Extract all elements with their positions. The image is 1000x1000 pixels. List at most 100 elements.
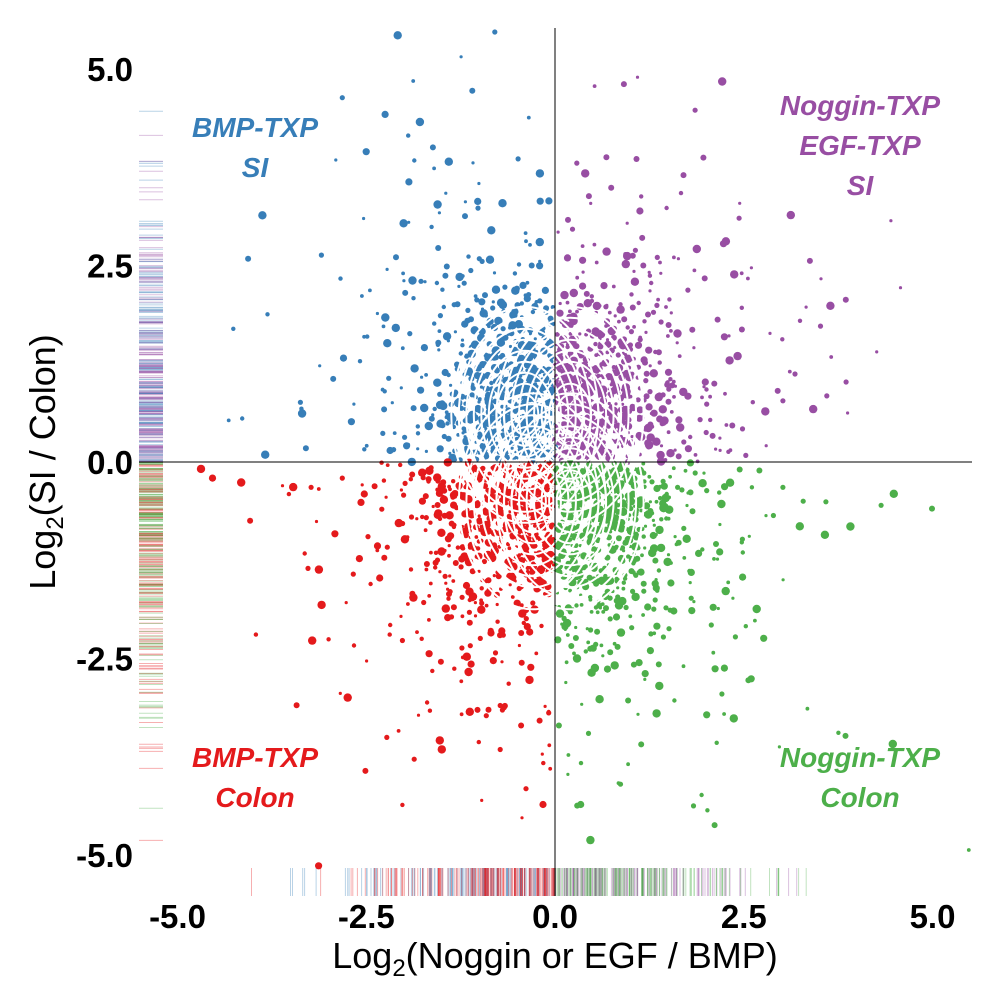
data-point-bmp_colon — [387, 632, 392, 637]
data-point-noggin_si — [592, 242, 597, 247]
data-point-bmp_colon — [418, 468, 427, 477]
data-point-noggin_colon — [601, 654, 605, 658]
data-point-bmp_colon — [492, 574, 496, 578]
data-point-noggin_si — [602, 247, 611, 256]
data-point-bmp_si — [368, 288, 372, 293]
data-point-noggin_si — [647, 273, 653, 278]
data-point-bmp_colon — [493, 514, 497, 518]
data-point-noggin_colon — [603, 665, 612, 673]
quadrant-label-noggin_si: EGF-TXP — [799, 130, 921, 161]
data-point-bmp_colon — [527, 663, 535, 671]
data-point-bmp_colon — [444, 604, 449, 610]
data-point-noggin_colon — [625, 697, 632, 704]
data-point-noggin_si — [656, 297, 660, 302]
data-point-bmp_si — [476, 406, 484, 414]
y-tick-label: 0.0 — [87, 444, 133, 481]
data-point-noggin_si — [675, 416, 683, 424]
data-point-bmp_si — [399, 386, 403, 390]
data-point-bmp_si — [441, 304, 446, 310]
data-point-noggin_colon — [566, 772, 570, 777]
data-point-bmp_si — [451, 302, 457, 308]
data-point-noggin_colon — [836, 730, 841, 735]
data-point-noggin_si — [565, 344, 570, 350]
data-point-noggin_colon — [555, 525, 563, 533]
data-point-noggin_colon — [610, 661, 619, 670]
data-point-bmp_si — [415, 431, 421, 436]
data-point-noggin_colon — [572, 635, 579, 641]
data-point-bmp_si — [442, 272, 449, 279]
data-point-noggin_si — [565, 300, 570, 305]
data-point-noggin_si — [719, 240, 728, 248]
data-point-noggin_si — [632, 247, 639, 253]
data-point-noggin_colon — [641, 670, 649, 678]
data-point-noggin_si — [645, 346, 653, 354]
data-point-bmp_colon — [425, 466, 434, 475]
data-point-noggin_si — [787, 369, 792, 374]
data-point-noggin_si — [562, 449, 567, 454]
data-point-noggin_si — [643, 393, 650, 400]
data-point-bmp_colon — [315, 862, 323, 870]
data-point-bmp_colon — [423, 528, 428, 533]
data-point-noggin_colon — [603, 574, 608, 578]
data-point-bmp_colon — [344, 601, 348, 605]
data-point-bmp_colon — [508, 572, 517, 582]
data-point-noggin_si — [560, 290, 569, 300]
data-point-bmp_si — [477, 397, 482, 402]
data-point-noggin_si — [598, 304, 602, 308]
data-point-noggin_si — [655, 349, 662, 356]
data-point-noggin_colon — [574, 625, 578, 630]
data-point-bmp_si — [543, 305, 550, 312]
data-point-bmp_si — [466, 254, 471, 259]
data-point-bmp_si — [432, 166, 436, 171]
data-point-bmp_colon — [289, 482, 298, 492]
data-point-bmp_si — [444, 191, 448, 195]
data-point-bmp_colon — [546, 484, 550, 488]
data-point-bmp_colon — [474, 535, 479, 539]
data-point-noggin_colon — [652, 597, 658, 603]
data-point-noggin_colon — [770, 512, 777, 519]
data-point-bmp_colon — [422, 493, 429, 500]
data-point-bmp_si — [515, 156, 521, 162]
data-point-noggin_si — [688, 434, 693, 440]
data-point-noggin_si — [600, 332, 604, 337]
data-point-bmp_colon — [479, 600, 485, 606]
data-point-bmp_colon — [399, 637, 405, 644]
data-point-noggin_colon — [568, 588, 572, 593]
data-point-bmp_si — [265, 312, 270, 317]
data-point-bmp_colon — [441, 494, 445, 498]
data-point-noggin_colon — [626, 762, 630, 767]
data-point-noggin_colon — [721, 483, 729, 491]
data-point-noggin_colon — [651, 518, 656, 523]
data-point-noggin_colon — [589, 610, 594, 614]
data-point-bmp_si — [391, 323, 400, 333]
data-point-bmp_si — [547, 315, 554, 322]
data-point-bmp_colon — [476, 504, 480, 508]
data-point-bmp_colon — [396, 729, 401, 733]
data-point-bmp_si — [468, 316, 474, 323]
data-point-noggin_si — [829, 355, 834, 359]
data-point-noggin_colon — [842, 732, 849, 739]
data-point-noggin_si — [642, 319, 647, 324]
data-point-noggin_si — [568, 332, 573, 336]
data-point-noggin_si — [569, 226, 576, 232]
data-point-noggin_colon — [878, 502, 884, 508]
data-point-bmp_si — [418, 278, 424, 284]
data-point-noggin_colon — [631, 570, 636, 575]
data-point-bmp_colon — [464, 667, 473, 677]
data-point-noggin_si — [702, 385, 706, 389]
data-point-bmp_colon — [500, 629, 505, 633]
data-point-noggin_si — [591, 415, 596, 420]
data-point-bmp_si — [407, 331, 413, 337]
data-point-bmp_si — [535, 237, 544, 247]
data-point-noggin_si — [639, 234, 646, 241]
data-point-noggin_si — [679, 387, 688, 397]
data-point-bmp_colon — [424, 567, 429, 572]
data-point-noggin_si — [585, 193, 592, 200]
data-point-noggin_si — [689, 326, 696, 333]
y-tick-label: 5.0 — [87, 51, 133, 88]
data-point-bmp_si — [469, 87, 476, 94]
data-point-bmp_si — [500, 404, 505, 409]
data-point-bmp_si — [412, 158, 417, 163]
data-point-bmp_si — [550, 305, 556, 310]
x-axis-title: Log2(Noggin or EGF / BMP) — [332, 935, 778, 982]
